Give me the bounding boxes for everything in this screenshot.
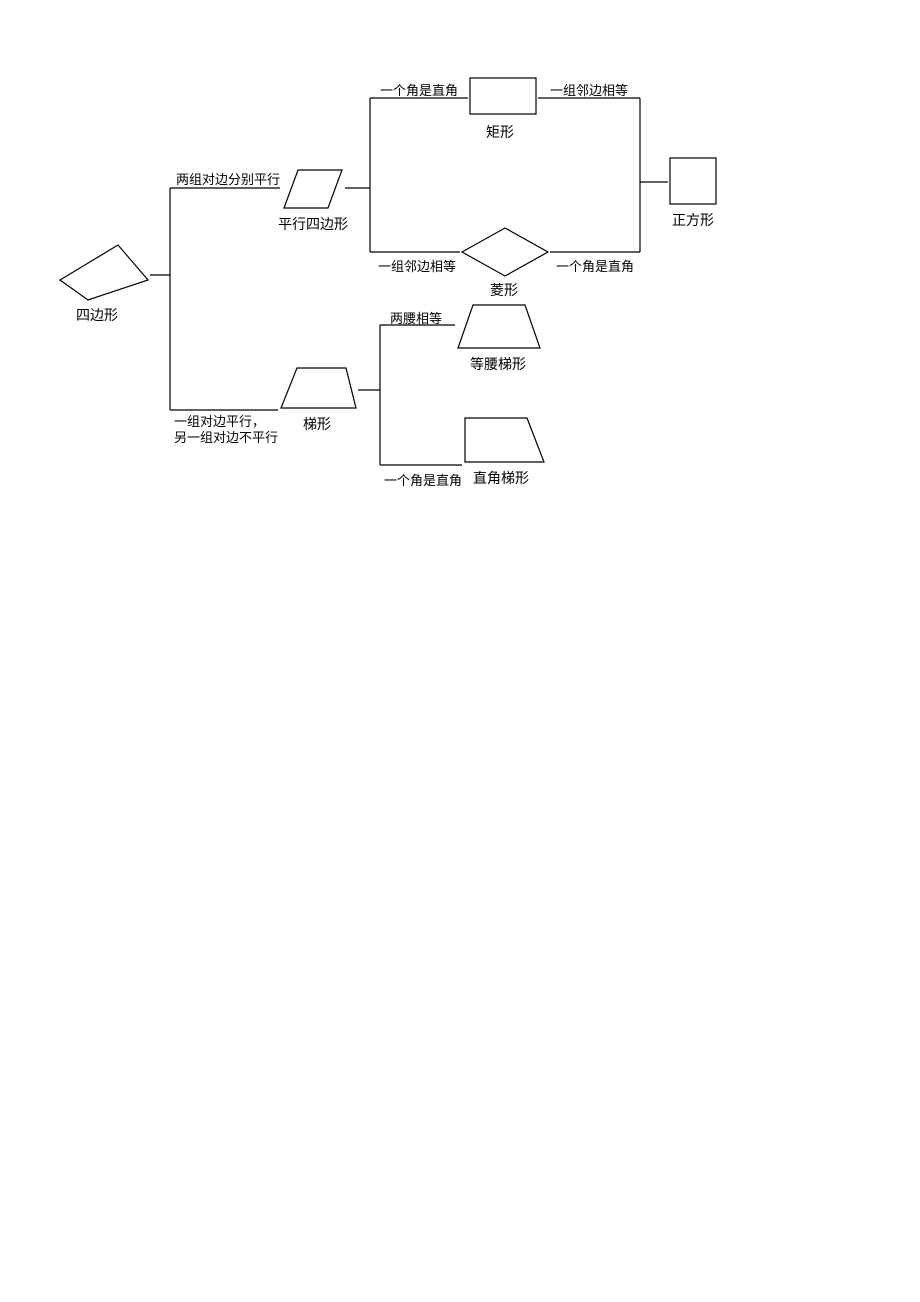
quadrilateral-shape [60,245,148,300]
rhombus-shape [462,228,548,276]
square-label: 正方形 [672,210,714,230]
trapezoid-shape [281,368,356,408]
right-trapezoid-shape [465,418,544,462]
diagram-svg [0,0,920,1302]
edge-label-legs-equal: 两腰相等 [390,308,442,327]
edge-label-right-angle-rect: 一个角是直角 [380,80,458,99]
edge-label-one-pair-parallel-1: 一组对边平行， [174,414,265,430]
rectangle-label: 矩形 [486,122,514,142]
edge-label-one-pair-parallel-2: 另一组对边不平行 [174,430,278,446]
edge-label-adj-equal-square: 一组邻边相等 [550,80,628,99]
parallelogram-label: 平行四边形 [278,214,348,234]
edge-label-pairs-parallel: 两组对边分别平行 [176,169,280,188]
square-shape [670,158,716,204]
rectangle-shape [470,78,536,114]
edge-label-adj-equal-rhombus: 一组邻边相等 [378,256,456,275]
edge-label-right-angle-trap: 一个角是直角 [384,470,462,489]
quadrilateral-label: 四边形 [76,305,118,325]
rhombus-label: 菱形 [490,280,518,300]
isoceles-trapezoid-label: 等腰梯形 [470,354,526,374]
isoceles-trapezoid-shape [458,305,540,348]
edge-label-right-angle-square: 一个角是直角 [556,256,634,275]
right-trapezoid-label: 直角梯形 [473,468,529,488]
parallelogram-shape [284,170,342,208]
trapezoid-label: 梯形 [303,414,331,434]
